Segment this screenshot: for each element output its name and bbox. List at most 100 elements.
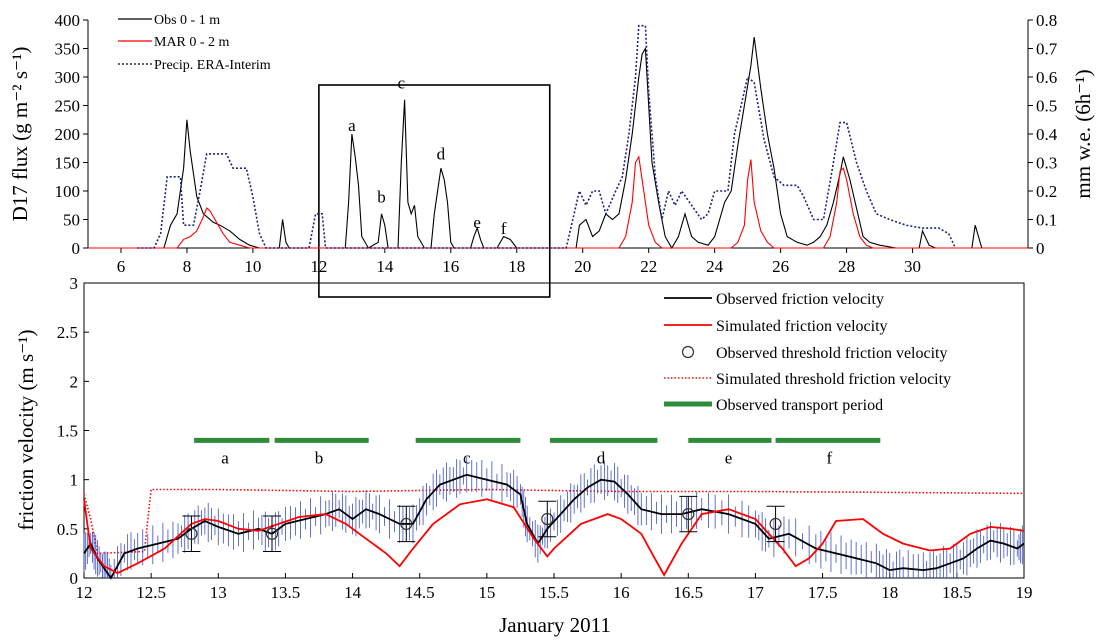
event-label-f: f: [501, 219, 507, 238]
top-y-tick-label: 50: [63, 211, 80, 230]
top-panel: 6 8 10 12 14 16 18 20 22 24 26 28 30 050100150200250…: [8, 11, 1095, 298]
bottom-y-tick-label: 1: [70, 471, 79, 490]
bottom-y-tick-label: 2.5: [57, 323, 78, 342]
top-y-tick-label: 0: [72, 239, 81, 258]
top-x-tick-label: 8: [183, 257, 192, 276]
event-label-c: c: [398, 73, 406, 92]
top-y-tick-label: 200: [55, 125, 81, 144]
top-plot-frame: [88, 20, 1028, 248]
bottom-x-tick-label: 19: [1016, 583, 1033, 602]
top-y-tick-label: 350: [55, 40, 81, 59]
event-label-d: d: [437, 145, 446, 164]
period-label-a: a: [221, 448, 229, 467]
legend-label-obs-fv: Observed friction velocity: [716, 291, 884, 308]
bottom-x-tick-label: 14: [344, 583, 362, 602]
top-annotations: a b c d e f: [348, 73, 507, 237]
top-y-tick-label: 400: [55, 11, 81, 30]
threshold-markers: [182, 495, 785, 552]
top-y2-tick-label: 0: [1036, 239, 1045, 258]
threshold-marker: [541, 512, 554, 526]
bottom-x-tick-label: 15: [478, 583, 495, 602]
period-label-d: d: [597, 448, 606, 467]
zoom-box: [318, 84, 551, 298]
bottom-x-tick-label: 17.5: [808, 583, 838, 602]
top-y2-tick-label: 0.2: [1036, 182, 1057, 201]
top-y-ticks: 0 50 100 150 200 250 300 350 400: [55, 11, 88, 258]
threshold-marker: [185, 527, 198, 540]
event-label-e: e: [473, 213, 481, 232]
top-x-tick-label: 30: [904, 257, 921, 276]
legend-label-sim-threshold: Simulated threshold friction velocity: [716, 371, 951, 388]
bottom-x-tick-label: 13: [210, 583, 227, 602]
bottom-x-tick-label: 16: [613, 583, 630, 602]
legend-label-sim-fv: Simulated friction velocity: [716, 318, 888, 335]
sim-friction-velocity-line: [83, 498, 1025, 577]
top-y2-tick-label: 0.1: [1036, 211, 1057, 230]
top-x-tick-label: 14: [376, 257, 394, 276]
bottom-x-tick-label: 18.5: [942, 583, 972, 602]
period-label-f: f: [826, 448, 832, 467]
legend-label-precip: Precip. ERA-Interim: [154, 58, 271, 73]
top-x-tick-label: 22: [640, 257, 657, 276]
bottom-y-axis-label: friction velocity (m s⁻¹): [14, 329, 38, 530]
bottom-x-ticks: 12 12.5 13 13.5 14 14.5 15 15.5 16 16.5 17 17.5 18 18…: [76, 573, 1033, 602]
threshold-marker: [769, 517, 782, 531]
event-label-a: a: [348, 116, 356, 135]
bottom-x-tick-label: 12.5: [136, 583, 166, 602]
bottom-y-tick-label: 0: [70, 569, 79, 588]
top-y2-axis-label: mm w.e. (6h⁻¹): [1071, 69, 1095, 198]
top-y-axis-label: D17 flux (g m⁻² s⁻¹): [8, 47, 32, 222]
top-x-tick-label: 10: [244, 257, 261, 276]
bottom-legend: Observed friction velocity Simulated fri…: [664, 291, 951, 414]
event-label-b: b: [377, 187, 386, 206]
bottom-y-tick-label: 2: [70, 372, 79, 391]
threshold-marker: [400, 517, 413, 531]
bottom-y-tick-label: 1.5: [57, 422, 78, 441]
top-y-tick-label: 100: [55, 182, 81, 201]
top-y2-tick-label: 0.5: [1036, 97, 1057, 116]
bottom-x-tick-label: 15.5: [539, 583, 569, 602]
top-x-tick-label: 20: [574, 257, 591, 276]
bottom-x-tick-label: 14.5: [405, 583, 435, 602]
top-y2-tick-label: 0.7: [1036, 40, 1058, 59]
bottom-x-tick-label: 17: [747, 583, 765, 602]
legend-marker-obs-threshold: [681, 345, 695, 359]
bottom-x-tick-label: 13.5: [271, 583, 301, 602]
top-legend: Obs 0 - 1 m MAR 0 - 2 m Precip. ERA-Inte…: [118, 13, 271, 73]
obs-flux-line: [163, 37, 983, 250]
top-x-tick-label: 24: [706, 257, 724, 276]
top-x-tick-label: 6: [117, 257, 126, 276]
legend-label-obs: Obs 0 - 1 m: [154, 13, 220, 28]
top-y-tick-label: 300: [55, 68, 81, 87]
top-x-tick-label: 16: [442, 257, 459, 276]
top-x-tick-label: 28: [838, 257, 855, 276]
bottom-y-tick-label: 0.5: [57, 520, 78, 539]
bottom-x-axis-label: January 2011: [499, 613, 611, 637]
mar-flux-line: [88, 155, 1028, 249]
top-y2-ticks: 0 0.1 0.2 0.3 0.4 0.5 0.6 0.7 0.8: [1028, 11, 1058, 258]
top-x-tick-label: 26: [772, 257, 789, 276]
top-y2-tick-label: 0.3: [1036, 154, 1057, 173]
bottom-x-tick-label: 12: [76, 583, 93, 602]
top-y2-tick-label: 0.4: [1036, 125, 1058, 144]
top-y2-tick-label: 0.8: [1036, 11, 1057, 30]
threshold-marker: [682, 507, 695, 521]
legend-label-obs-threshold: Observed threshold friction velocity: [716, 345, 948, 362]
bottom-series: [83, 457, 1025, 580]
top-y2-tick-label: 0.6: [1036, 68, 1057, 87]
top-series: [88, 24, 1028, 250]
bottom-y-tick-label: 3: [70, 274, 79, 293]
legend-label-transport: Observed transport period: [716, 397, 883, 414]
top-y-tick-label: 250: [55, 97, 81, 116]
bottom-x-tick-label: 16.5: [673, 583, 703, 602]
threshold-marker: [265, 527, 279, 540]
bottom-x-tick-label: 18: [881, 583, 898, 602]
legend-label-mar: MAR 0 - 2 m: [154, 35, 230, 50]
top-x-tick-label: 18: [508, 257, 525, 276]
precip-line: [137, 24, 957, 249]
top-y-tick-label: 150: [55, 154, 81, 173]
period-label-b: b: [315, 448, 324, 467]
top-x-ticks: 6 8 10 12 14 16 18 20 22 24 26 28 30: [117, 248, 921, 276]
